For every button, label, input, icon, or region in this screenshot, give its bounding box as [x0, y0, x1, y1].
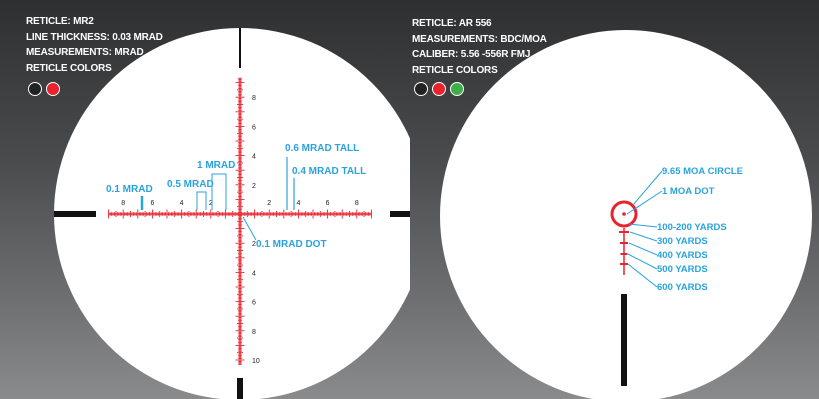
h-tick-label: 6	[150, 200, 154, 207]
mr2-reticle-diagram: 8 6 4 2 2 4 6 8 8 6 4 2 2 4 6 8 10 0.1 MRAD 0.5 MRAD 1 M…	[54, 28, 410, 399]
mr2-specs: RETICLE: MR2 LINE THICKNESS: 0.03 MRAD M…	[26, 14, 163, 76]
bottom-thick-post	[237, 378, 243, 399]
ar556-color-swatches	[414, 82, 464, 96]
v-tick-label: 6	[252, 300, 256, 307]
spec-reticle-colors-label: RETICLE COLORS	[26, 62, 112, 74]
v-tick-label: 8	[252, 95, 256, 102]
center-dot	[622, 212, 626, 216]
spec-reticle: RETICLE: MR2	[26, 16, 94, 27]
v-tick-label: 4	[252, 270, 256, 277]
v-tick-label: 2	[252, 183, 256, 190]
spec-reticle: RETICLE: AR 556	[412, 18, 492, 29]
bracket-0-5-mrad	[196, 191, 207, 210]
h-tick-label: 2	[209, 200, 213, 207]
ar556-reticle	[610, 170, 663, 386]
leader-0-1-mrad-dot	[242, 216, 257, 241]
v-tick-label: 4	[252, 154, 256, 161]
left-thick-post	[54, 211, 96, 217]
annotation-500-yards: 500 YARDS	[657, 264, 708, 275]
color-swatch-red[interactable]	[46, 82, 60, 96]
annotation-100-200-yards: 100-200 YARDS	[657, 222, 727, 233]
annotation-leader	[632, 170, 663, 206]
v-tick-label: 6	[252, 124, 256, 131]
annotation-0-1-mrad: 0.1 MRAD	[106, 184, 153, 195]
color-swatch-green[interactable]	[450, 82, 464, 96]
mr2-color-swatches	[28, 82, 60, 96]
annotation-leader	[629, 231, 658, 242]
moa-circle	[610, 200, 638, 228]
v-tick-label: 10	[252, 358, 260, 365]
annotation-leader	[627, 263, 658, 288]
annotation-leader	[628, 223, 658, 228]
v-tick-label: 2	[252, 241, 256, 248]
h-tick-label: 4	[180, 200, 184, 207]
bottom-post	[621, 294, 627, 386]
h-tick-label: 6	[326, 200, 330, 207]
annotation-1-moa-dot: 1 MOA DOT	[662, 186, 715, 197]
annotation-0-5-mrad: 0.5 MRAD	[167, 179, 214, 190]
spec-measurements: MEASUREMENTS: MRAD	[26, 47, 144, 58]
h-tick-label: 4	[296, 200, 300, 207]
ar556-specs: RETICLE: AR 556 MEASUREMENTS: BDC/MOA CA…	[412, 16, 547, 78]
mr2-annotations: 0.1 MRAD 0.5 MRAD 1 MRAD 0.6 MRAD TALL 0…	[106, 143, 366, 250]
color-swatch-black[interactable]	[414, 82, 428, 96]
color-swatch-black[interactable]	[28, 82, 42, 96]
annotation-1-mrad: 1 MRAD	[197, 160, 235, 171]
annotation-leader	[628, 242, 658, 256]
spec-measurements: MEASUREMENTS: BDC/MOA	[412, 33, 547, 45]
annotation-9-65-moa-circle: 9.65 MOA CIRCLE	[662, 166, 743, 177]
spec-reticle-colors-label: RETICLE COLORS	[412, 64, 498, 76]
h-tick-label: 2	[267, 200, 271, 207]
right-scope-view	[440, 30, 812, 399]
h-tick-label: 8	[121, 200, 125, 207]
right-thick-post	[390, 211, 410, 217]
annotation-0-4-mrad-tall: 0.4 MRAD TALL	[292, 166, 366, 177]
right-reticle-panel: 9.65 MOA CIRCLE 1 MOA DOT 100-200 YARDS …	[410, 0, 819, 399]
left-reticle-panel: 8 6 4 2 2 4 6 8 8 6 4 2 2 4 6 8 10 0.1 MRAD 0.5 MRAD 1 M…	[26, 14, 410, 399]
annotation-600-yards: 600 YARDS	[657, 282, 708, 293]
bracket-1-mrad	[211, 173, 227, 210]
annotation-leader	[627, 253, 658, 270]
top-thin-post	[239, 28, 241, 68]
spec-line-thickness: LINE THICKNESS: 0.03 MRAD	[26, 31, 163, 43]
ar556-reticle-diagram: 9.65 MOA CIRCLE 1 MOA DOT 100-200 YARDS …	[440, 30, 812, 399]
annotation-0-1-mrad-dot: 0.1 MRAD DOT	[256, 239, 327, 250]
v-tick-label: 8	[252, 329, 256, 336]
annotation-0-6-mrad-tall: 0.6 MRAD TALL	[285, 143, 359, 154]
h-tick-label: 8	[355, 200, 359, 207]
ar556-annotations: 9.65 MOA CIRCLE 1 MOA DOT 100-200 YARDS …	[657, 166, 743, 293]
color-swatch-red[interactable]	[432, 82, 446, 96]
annotation-leader	[626, 190, 663, 215]
annotation-300-yards: 300 YARDS	[657, 236, 708, 247]
annotation-400-yards: 400 YARDS	[657, 250, 708, 261]
spec-caliber: CALIBER: 5.56 -556R FMJ	[412, 49, 531, 60]
mr2-reticle: 8 6 4 2 2 4 6 8 8 6 4 2 2 4 6 8 10	[54, 28, 410, 399]
